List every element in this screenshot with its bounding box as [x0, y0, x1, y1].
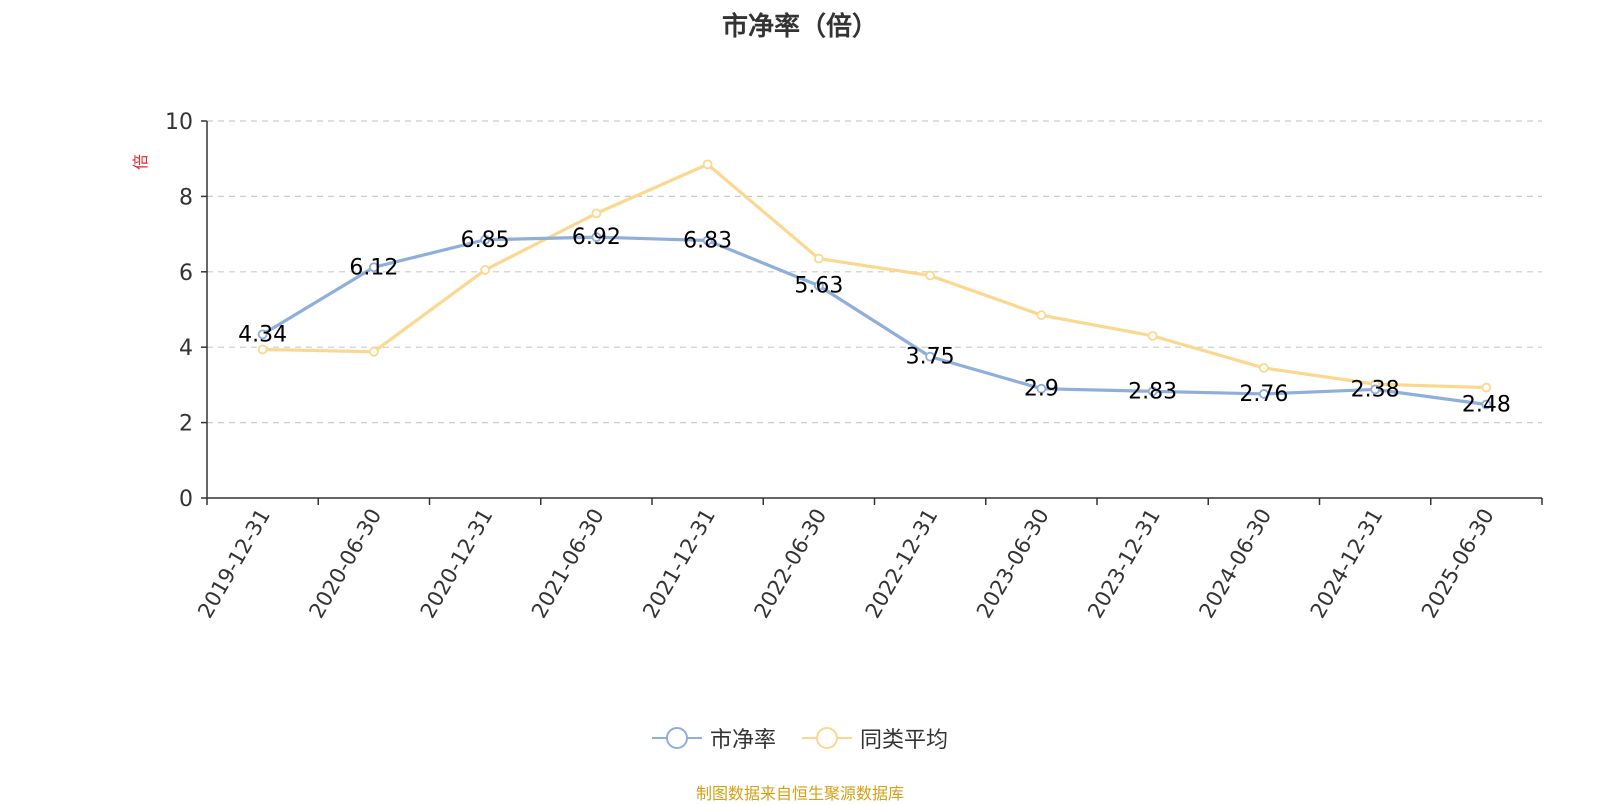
- x-tick-label: 2020-06-30: [304, 505, 386, 623]
- grid-layer: [207, 120, 1542, 424]
- data-point-peer-average: [1258, 363, 1269, 373]
- legend-marker-peer-average-icon: [802, 727, 852, 749]
- data-point-peer-average: [368, 346, 379, 357]
- data-point-pb: [368, 262, 379, 273]
- data-point-peer-average: [1481, 382, 1492, 393]
- y-tick-label: 6: [179, 261, 193, 286]
- data-point-peer-average: [591, 208, 602, 219]
- legend-item-pb[interactable]: 市净率: [651, 722, 776, 754]
- data-point-peer-average: [1147, 330, 1158, 341]
- x-tick-label: 2025-06-30: [1417, 505, 1499, 623]
- chart-title: 市净率（倍）: [721, 12, 878, 42]
- x-tick-label: 2023-06-30: [972, 505, 1054, 623]
- source-note: 制图数据来自恒生聚源数据库: [695, 784, 904, 803]
- data-label-pb: 6.85: [461, 228, 510, 253]
- x-tick-label: 2022-06-30: [749, 505, 831, 623]
- data-point-pb: [1481, 399, 1492, 410]
- x-tick-label: 2019-12-31: [193, 505, 275, 623]
- series-line-pb: [261, 235, 1488, 407]
- data-point-peer-average: [1036, 310, 1047, 321]
- x-tick-label: 2020-12-31: [416, 505, 498, 623]
- data-point-pb: [591, 232, 602, 243]
- data-point-pb: [1036, 383, 1047, 394]
- data-label-pb: 2.83: [1128, 379, 1177, 404]
- x-tick-label: 2024-12-31: [1306, 505, 1388, 623]
- data-point-pb: [480, 234, 491, 245]
- data-point-peer-average: [925, 270, 936, 281]
- data-point-peer-average: [813, 253, 824, 264]
- series-layer: [257, 159, 1492, 410]
- data-label-pb: 4.34: [238, 322, 287, 347]
- data-label-pb: 6.12: [349, 255, 398, 280]
- x-tick-label: 2021-12-31: [638, 505, 720, 623]
- data-point-peer-average: [480, 265, 491, 275]
- x-tick-label: 2021-06-30: [527, 505, 609, 623]
- data-point-pb: [925, 351, 936, 362]
- legend-marker-pb-icon: [651, 727, 702, 749]
- data-label-pb: 6.92: [572, 225, 621, 250]
- data-point-peer-average: [702, 159, 713, 170]
- y-axis-label: 倍: [131, 154, 150, 170]
- data-point-pb: [1258, 389, 1269, 399]
- x-tick-label: 2024-06-30: [1194, 505, 1276, 623]
- data-label-pb: 6.83: [683, 229, 732, 254]
- data-point-peer-average: [257, 344, 268, 355]
- y-tick-label: 4: [179, 336, 193, 361]
- data-label-pb: 2.9: [1024, 377, 1059, 402]
- axis-layer: 倍 0 2 4 6 8 10 2019-12-31 2020-06-30 2020-12-31 2…: [131, 110, 1543, 623]
- x-tick-label: 2022-12-31: [861, 505, 943, 623]
- data-point-pb: [813, 280, 824, 291]
- data-label-pb: 2.76: [1239, 382, 1288, 407]
- data-point-pb: [1370, 384, 1381, 395]
- data-point-pb: [702, 235, 713, 246]
- data-point-pb: [257, 329, 268, 340]
- data-label-pb: 2.48: [1462, 393, 1511, 418]
- y-tick-label: 10: [165, 110, 193, 135]
- y-tick-label: 2: [179, 412, 193, 437]
- data-point-pb: [1147, 386, 1158, 397]
- y-tick-label: 0: [179, 487, 193, 512]
- data-label-pb: 2.38: [1351, 377, 1400, 402]
- legend-label-peer-average: 同类平均: [860, 728, 949, 753]
- legend-item-peer-average[interactable]: 同类平均: [802, 722, 948, 754]
- y-tick-label: 8: [179, 185, 193, 210]
- data-label-pb: 5.63: [794, 274, 843, 299]
- legend-label-pb: 市净率: [709, 728, 776, 753]
- legend: 市净率 同类平均: [0, 722, 1600, 754]
- data-label-layer: 4.34 6.12 6.85 6.92 6.83 5.63 3.75 2.9 2.83 2.76 2…: [238, 225, 1511, 417]
- x-tick-label: 2023-12-31: [1083, 505, 1165, 623]
- series-line-peer-average: [261, 162, 1488, 390]
- data-label-pb: 3.75: [906, 345, 955, 370]
